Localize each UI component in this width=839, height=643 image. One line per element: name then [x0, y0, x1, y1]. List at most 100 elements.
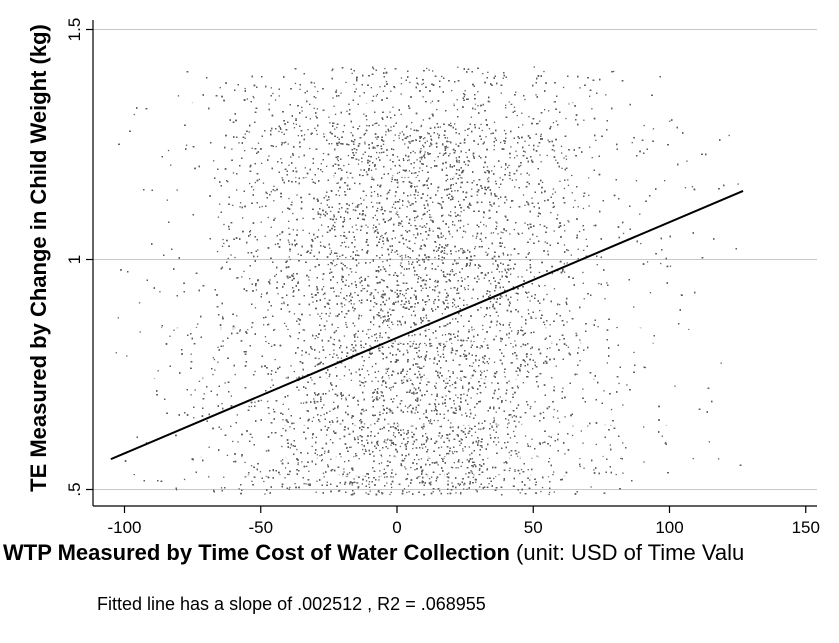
data-point	[408, 405, 410, 408]
data-point	[489, 301, 492, 303]
data-point	[504, 168, 507, 170]
data-point	[498, 205, 500, 207]
data-point	[322, 278, 324, 280]
data-point	[317, 211, 319, 213]
data-point	[510, 454, 512, 456]
data-point	[418, 458, 420, 461]
data-point	[333, 291, 335, 293]
data-point	[340, 245, 342, 247]
data-point	[254, 370, 256, 373]
data-point	[474, 414, 477, 416]
data-point	[692, 457, 694, 460]
data-point	[554, 191, 556, 193]
data-point	[515, 179, 517, 181]
data-point	[418, 370, 420, 373]
data-point	[319, 315, 321, 317]
data-point	[398, 137, 400, 139]
data-point	[564, 416, 566, 418]
data-point	[603, 390, 605, 392]
data-point	[471, 365, 473, 367]
data-point	[345, 279, 347, 281]
data-point	[405, 478, 407, 481]
data-point	[350, 255, 352, 258]
data-point	[266, 192, 268, 195]
data-point	[460, 277, 463, 279]
data-point	[448, 472, 450, 474]
data-point	[553, 205, 555, 208]
data-point	[414, 306, 416, 308]
data-point	[334, 265, 336, 267]
data-point	[403, 295, 405, 297]
data-point	[549, 445, 551, 447]
data-point	[501, 271, 503, 273]
data-point	[462, 169, 465, 172]
data-point	[372, 260, 374, 262]
data-point	[310, 249, 313, 251]
data-point	[382, 310, 384, 312]
data-point	[254, 401, 256, 403]
data-point	[479, 370, 482, 372]
data-point	[559, 303, 561, 306]
data-point	[335, 315, 337, 317]
data-point	[449, 385, 451, 387]
data-point	[208, 446, 210, 448]
data-point	[435, 246, 437, 248]
data-point	[451, 236, 454, 238]
data-point	[553, 491, 555, 493]
data-point	[425, 473, 427, 475]
data-point	[308, 279, 310, 281]
data-point	[499, 330, 501, 332]
data-point	[382, 290, 384, 292]
data-point	[320, 163, 322, 165]
data-point	[440, 356, 442, 358]
data-point	[403, 268, 405, 270]
data-point	[442, 214, 444, 216]
data-point	[363, 377, 366, 379]
data-point	[620, 457, 622, 459]
data-point	[294, 483, 296, 485]
data-point	[516, 358, 518, 360]
data-point	[336, 182, 338, 184]
data-point	[351, 202, 354, 205]
data-point	[298, 156, 300, 158]
data-point	[317, 229, 320, 231]
data-point	[391, 206, 394, 208]
data-point	[389, 411, 391, 413]
data-point	[281, 302, 283, 305]
data-point	[343, 219, 346, 221]
data-point	[454, 381, 457, 383]
data-point	[377, 490, 379, 492]
data-point	[333, 401, 335, 403]
data-point	[556, 410, 559, 412]
data-point	[505, 399, 507, 402]
data-point	[464, 288, 466, 291]
data-point	[583, 119, 585, 121]
data-point	[377, 232, 379, 234]
data-point	[357, 482, 359, 484]
data-point	[394, 195, 396, 197]
data-point	[159, 291, 161, 293]
data-point	[497, 441, 500, 443]
data-point	[368, 481, 371, 483]
data-point	[399, 445, 401, 448]
data-point	[236, 189, 238, 191]
data-point	[485, 386, 487, 388]
data-point	[445, 405, 447, 407]
data-point	[322, 152, 325, 155]
data-point	[373, 324, 375, 326]
data-point	[384, 439, 386, 441]
data-point	[390, 129, 392, 132]
data-point	[249, 182, 251, 185]
data-point	[401, 254, 403, 257]
data-point	[505, 164, 507, 166]
data-point	[379, 397, 381, 399]
data-point	[239, 330, 241, 332]
data-point	[451, 90, 453, 92]
data-point	[424, 151, 426, 153]
data-point	[434, 279, 437, 282]
data-point	[290, 365, 292, 367]
data-point	[447, 302, 449, 305]
data-point	[300, 402, 302, 404]
data-point	[274, 217, 276, 219]
